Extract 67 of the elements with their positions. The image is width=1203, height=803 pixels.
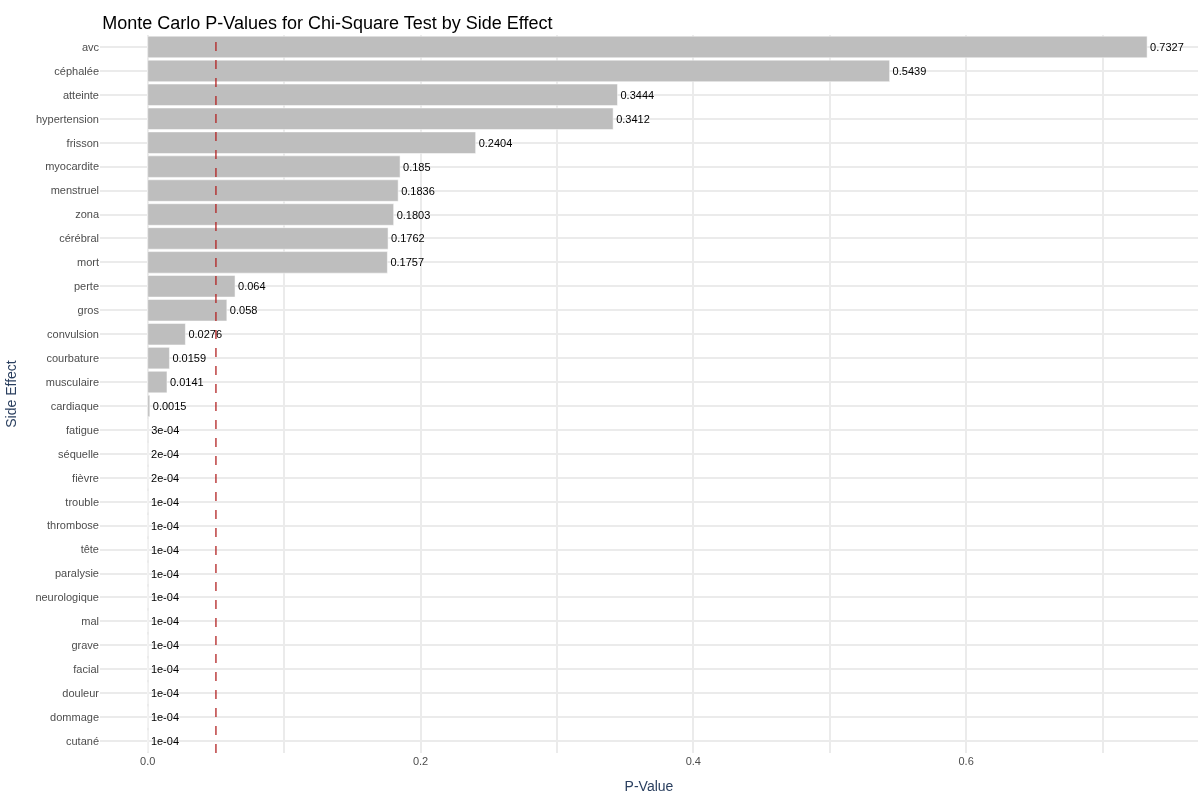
y-tick-label: dommage: [50, 710, 99, 723]
chart-title: Monte Carlo P-Values for Chi-Square Test by Side Effect: [102, 12, 553, 33]
y-tick-label: grave: [71, 639, 99, 652]
data-label: 1e-04: [150, 591, 180, 604]
data-label: 0.058: [229, 304, 258, 317]
data-label: 1e-04: [150, 615, 180, 628]
data-label: 2e-04: [151, 471, 180, 484]
y-tick-label: atteinte: [62, 88, 99, 101]
y-tick-label: trouble: [65, 495, 99, 508]
data-label: 1e-04: [150, 735, 180, 748]
data-label: 0.5439: [892, 64, 927, 77]
y-tick-label: zona: [75, 208, 100, 221]
data-label: 3e-04: [151, 423, 180, 436]
y-tick-label: fatigue: [65, 423, 99, 436]
data-label: 1e-04: [150, 567, 180, 580]
y-tick-label: musculaire: [45, 375, 99, 388]
y-tick-label: paralysie: [54, 567, 99, 580]
y-tick-label: séquelle: [58, 447, 99, 460]
data-label: 1e-04: [150, 639, 180, 652]
data-label: 1e-04: [150, 711, 180, 724]
x-axis-title: P-Value: [624, 778, 674, 795]
data-label: 1e-04: [150, 687, 180, 700]
data-label: 1e-04: [150, 519, 180, 532]
y-tick-label: céphalée: [54, 64, 99, 77]
data-label: 2e-04: [151, 447, 180, 460]
y-tick-label: cardiaque: [50, 399, 99, 412]
data-label: 0.0015: [152, 399, 187, 412]
data-label: 0.2404: [478, 136, 513, 149]
data-label: 0.7327: [1150, 40, 1184, 53]
y-tick-label: facial: [73, 663, 99, 676]
y-tick-label: cutané: [65, 734, 99, 747]
x-tick-label: 0.0: [140, 755, 156, 767]
y-tick-label: perte: [73, 280, 99, 293]
y-tick-label: avc: [81, 40, 100, 53]
y-tick-label: myocardite: [45, 160, 99, 173]
y-tick-label: gros: [77, 304, 100, 317]
data-label: 0.1836: [401, 184, 435, 197]
y-tick-label: thrombose: [47, 519, 99, 532]
data-label: 0.185: [403, 160, 431, 173]
y-tick-label: neurologique: [35, 591, 99, 604]
x-tick-label: 0.4: [685, 755, 701, 767]
data-label: 0.0159: [172, 352, 207, 365]
y-tick-label: hypertension: [36, 112, 99, 125]
y-tick-label: tête: [80, 543, 99, 556]
data-label: 0.1762: [391, 232, 425, 245]
y-tick-label: fièvre: [72, 471, 99, 484]
data-label: 1e-04: [150, 495, 180, 508]
data-label: 1e-04: [150, 663, 180, 676]
data-label: 0.0141: [169, 376, 204, 389]
data-label: 0.3412: [616, 112, 650, 125]
data-label: 0.3444: [620, 88, 655, 101]
y-tick-label: courbature: [46, 351, 99, 364]
x-tick-label: 0.6: [958, 755, 974, 767]
bar: [147, 394, 151, 417]
y-tick-label: convulsion: [47, 328, 99, 341]
y-tick-label: cérébral: [59, 232, 99, 245]
y-tick-label: menstruel: [50, 184, 99, 197]
y-axis-title: Side Effect: [2, 360, 19, 428]
y-tick-label: douleur: [62, 687, 100, 700]
y-tick-label: mort: [77, 256, 99, 269]
y-tick-label: mal: [81, 615, 99, 628]
data-label: 0.1803: [396, 208, 431, 221]
data-label: 0.064: [238, 280, 266, 293]
data-label: 0.1757: [390, 256, 425, 269]
y-tick-label: frisson: [66, 136, 99, 149]
data-label: 1e-04: [150, 543, 180, 556]
x-tick-label: 0.2: [412, 755, 429, 767]
